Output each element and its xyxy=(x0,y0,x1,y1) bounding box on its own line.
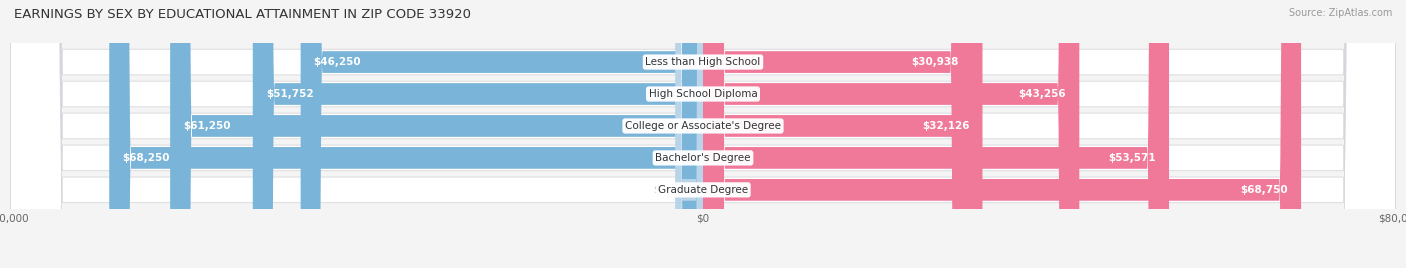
FancyBboxPatch shape xyxy=(10,0,1396,268)
FancyBboxPatch shape xyxy=(703,0,972,268)
Text: Less than High School: Less than High School xyxy=(645,57,761,67)
FancyBboxPatch shape xyxy=(170,0,703,268)
FancyBboxPatch shape xyxy=(703,0,983,268)
Text: $30,938: $30,938 xyxy=(911,57,959,67)
FancyBboxPatch shape xyxy=(110,0,703,268)
FancyBboxPatch shape xyxy=(675,0,703,268)
Text: High School Diploma: High School Diploma xyxy=(648,89,758,99)
FancyBboxPatch shape xyxy=(10,0,1396,268)
Text: $0: $0 xyxy=(654,185,666,195)
Text: Bachelor's Degree: Bachelor's Degree xyxy=(655,153,751,163)
Text: Source: ZipAtlas.com: Source: ZipAtlas.com xyxy=(1288,8,1392,18)
FancyBboxPatch shape xyxy=(301,0,703,268)
Text: $68,750: $68,750 xyxy=(1240,185,1288,195)
Text: $51,752: $51,752 xyxy=(266,89,314,99)
Text: EARNINGS BY SEX BY EDUCATIONAL ATTAINMENT IN ZIP CODE 33920: EARNINGS BY SEX BY EDUCATIONAL ATTAINMEN… xyxy=(14,8,471,21)
FancyBboxPatch shape xyxy=(703,0,1168,268)
Text: $61,250: $61,250 xyxy=(183,121,231,131)
Text: $46,250: $46,250 xyxy=(314,57,361,67)
Text: $68,250: $68,250 xyxy=(122,153,170,163)
Text: College or Associate's Degree: College or Associate's Degree xyxy=(626,121,780,131)
Text: $53,571: $53,571 xyxy=(1108,153,1156,163)
Text: $32,126: $32,126 xyxy=(922,121,969,131)
FancyBboxPatch shape xyxy=(253,0,703,268)
FancyBboxPatch shape xyxy=(703,0,1301,268)
FancyBboxPatch shape xyxy=(10,0,1396,268)
Text: $43,256: $43,256 xyxy=(1018,89,1066,99)
FancyBboxPatch shape xyxy=(10,0,1396,268)
FancyBboxPatch shape xyxy=(703,0,1080,268)
FancyBboxPatch shape xyxy=(10,0,1396,268)
Text: Graduate Degree: Graduate Degree xyxy=(658,185,748,195)
